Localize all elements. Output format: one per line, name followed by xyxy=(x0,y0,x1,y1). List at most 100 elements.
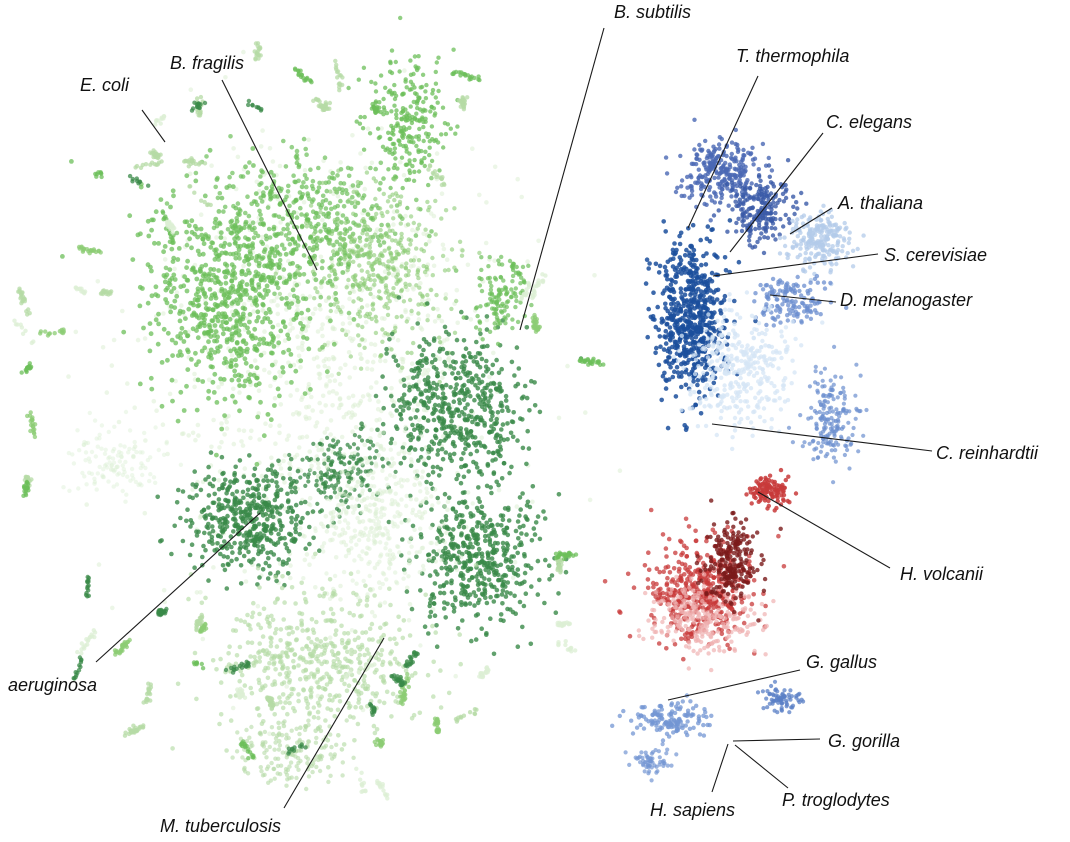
scatter-point xyxy=(316,202,322,207)
scatter-point xyxy=(343,332,349,337)
scatter-point xyxy=(329,462,334,468)
scatter-point xyxy=(291,210,297,215)
scatter-point xyxy=(206,578,211,583)
scatter-point xyxy=(401,91,406,96)
scatter-point xyxy=(338,180,344,186)
scatter-point xyxy=(272,403,277,408)
scatter-point xyxy=(368,385,374,390)
scatter-point xyxy=(251,309,256,314)
scatter-point xyxy=(279,231,284,236)
scatter-point xyxy=(265,576,271,581)
scatter-point xyxy=(241,474,247,480)
scatter-point xyxy=(313,306,318,312)
scatter-point xyxy=(300,316,305,322)
scatter-point xyxy=(170,746,175,751)
scatter-point xyxy=(517,513,522,518)
scatter-point xyxy=(419,327,425,332)
scatter-point xyxy=(460,565,466,570)
scatter-point xyxy=(461,541,466,546)
scatter-point xyxy=(462,354,467,360)
scatter-point xyxy=(529,538,535,543)
scatter-point xyxy=(396,138,401,143)
scatter-point xyxy=(236,427,242,433)
scatter-point xyxy=(278,373,283,379)
scatter-point xyxy=(501,579,507,585)
scatter-point xyxy=(419,534,424,540)
scatter-point xyxy=(216,502,222,507)
scatter-point xyxy=(472,397,477,403)
scatter-point xyxy=(258,352,264,358)
scatter-point xyxy=(416,379,422,385)
scatter-point xyxy=(449,306,454,312)
scatter-point xyxy=(352,454,357,459)
scatter-point xyxy=(587,497,593,503)
scatter-point xyxy=(300,515,305,521)
scatter-point xyxy=(418,588,423,593)
scatter-point xyxy=(370,307,376,312)
scatter-point xyxy=(380,374,385,379)
scatter-point xyxy=(426,208,431,213)
scatter-point xyxy=(488,409,494,415)
scatter-point xyxy=(440,386,446,391)
scatter-point xyxy=(354,497,360,502)
scatter-point xyxy=(436,415,441,420)
scatter-point xyxy=(360,337,365,342)
scatter-point xyxy=(517,581,523,587)
scatter-point xyxy=(236,332,242,338)
scatter-point xyxy=(174,293,180,299)
scatter-point xyxy=(172,523,177,529)
scatter-point xyxy=(384,351,389,356)
scatter-point xyxy=(364,647,370,652)
scatter-point xyxy=(441,246,447,252)
scatter-point xyxy=(419,363,425,369)
scatter-point xyxy=(378,358,383,364)
scatter-point xyxy=(454,287,460,293)
scatter-point xyxy=(310,627,316,632)
scatter-point xyxy=(524,461,529,467)
scatter-point xyxy=(210,240,216,246)
scatter-point xyxy=(401,172,407,178)
scatter-point xyxy=(499,287,505,293)
scatter-point xyxy=(271,224,277,230)
scatter-point xyxy=(277,275,283,281)
scatter-point xyxy=(232,540,237,546)
scatter-points xyxy=(12,15,869,801)
scatter-point xyxy=(445,601,450,607)
scatter-point xyxy=(401,299,407,304)
scatter-point xyxy=(404,585,410,591)
scatter-point xyxy=(262,247,268,253)
scatter-point xyxy=(241,263,246,269)
scatter-point xyxy=(294,282,300,288)
scatter-point xyxy=(495,410,501,415)
scatter-point xyxy=(316,364,321,369)
scatter-point xyxy=(232,373,238,379)
scatter-point xyxy=(420,72,426,78)
scatter-point xyxy=(541,509,546,514)
scatter-point xyxy=(223,75,228,80)
scatter-point xyxy=(333,628,339,633)
scatter-point xyxy=(143,438,148,443)
scatter-point xyxy=(313,585,318,590)
scatter-point xyxy=(404,589,410,594)
scatter-point xyxy=(315,501,320,506)
scatter-point xyxy=(407,282,412,287)
scatter-point xyxy=(251,298,257,304)
scatter-point xyxy=(202,514,207,519)
scatter-point xyxy=(240,516,245,522)
scatter-point xyxy=(161,587,167,593)
scatter-point xyxy=(222,396,228,402)
scatter-point xyxy=(198,281,204,287)
scatter-point xyxy=(260,319,265,325)
scatter-point xyxy=(267,537,272,543)
scatter-point xyxy=(219,426,225,432)
scatter-point xyxy=(377,433,383,439)
scatter-point xyxy=(423,227,428,232)
scatter-point xyxy=(197,252,203,257)
scatter-point xyxy=(184,383,189,389)
scatter-point xyxy=(347,610,353,616)
scatter-point xyxy=(260,128,265,133)
scatter-point xyxy=(322,363,328,369)
scatter-point xyxy=(226,270,231,276)
scatter-point xyxy=(325,315,330,321)
scatter-point xyxy=(273,491,279,497)
